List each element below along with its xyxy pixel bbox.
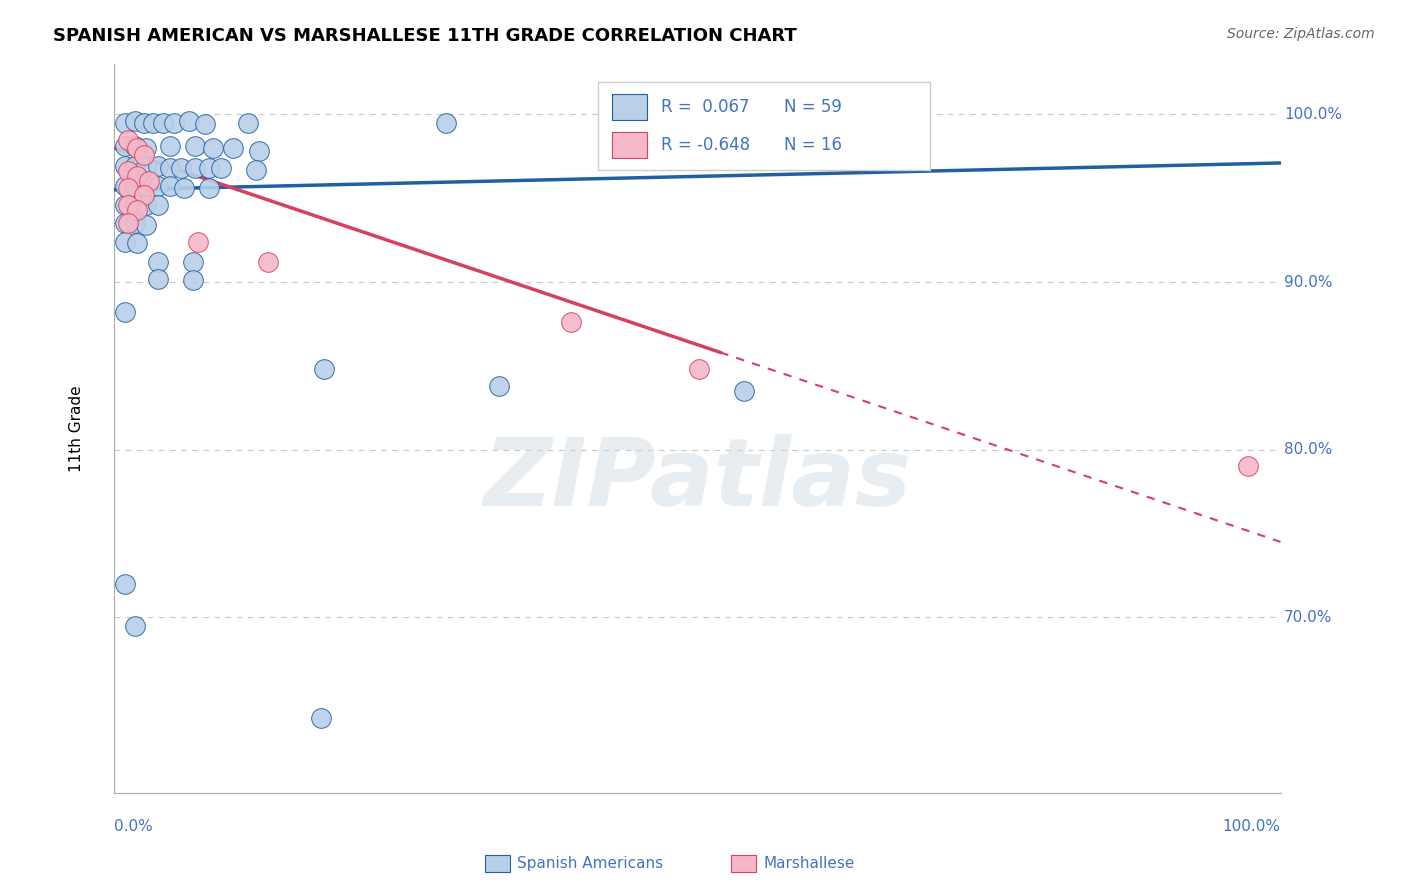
Point <box>560 315 582 329</box>
Point <box>170 161 193 175</box>
Point <box>434 116 457 130</box>
Point <box>114 235 136 249</box>
Point <box>125 141 148 155</box>
Point <box>209 161 232 175</box>
Point <box>125 202 148 217</box>
FancyBboxPatch shape <box>612 132 647 159</box>
Text: Spanish Americans: Spanish Americans <box>517 856 664 871</box>
Point <box>117 181 139 195</box>
Point <box>221 141 243 155</box>
Text: SPANISH AMERICAN VS MARSHALLESE 11TH GRADE CORRELATION CHART: SPANISH AMERICAN VS MARSHALLESE 11TH GRA… <box>53 27 797 45</box>
Point <box>132 147 155 161</box>
Point <box>146 159 169 173</box>
Point <box>236 116 259 130</box>
Point <box>114 576 136 591</box>
Point <box>159 179 181 194</box>
Point <box>159 161 181 175</box>
Point <box>249 145 271 159</box>
Point <box>124 216 146 230</box>
Point <box>114 305 136 319</box>
Text: N = 59: N = 59 <box>785 98 842 116</box>
Text: 11th Grade: 11th Grade <box>69 385 84 472</box>
Text: ZIPatlas: ZIPatlas <box>484 434 911 525</box>
Point <box>173 181 195 195</box>
Point <box>146 179 169 194</box>
Point <box>117 198 139 212</box>
Point <box>184 161 207 175</box>
Text: R = -0.648: R = -0.648 <box>661 136 749 154</box>
Point <box>114 159 136 173</box>
FancyBboxPatch shape <box>612 94 647 120</box>
Point <box>311 711 333 725</box>
Point <box>179 114 201 128</box>
Point <box>181 273 204 287</box>
Point <box>142 116 165 130</box>
Point <box>132 116 155 130</box>
Point <box>163 116 186 130</box>
Point <box>114 179 136 194</box>
Point <box>114 139 136 153</box>
Point <box>201 141 224 155</box>
Point <box>198 161 221 175</box>
Point <box>194 117 217 131</box>
Point <box>125 169 148 184</box>
Text: 70.0%: 70.0% <box>1284 610 1333 624</box>
Point <box>135 159 157 173</box>
Text: Marshallese: Marshallese <box>763 856 855 871</box>
Text: 90.0%: 90.0% <box>1284 275 1333 290</box>
Point <box>198 181 221 195</box>
Point <box>312 362 335 376</box>
Point <box>124 159 146 173</box>
Text: 0.0%: 0.0% <box>114 819 152 834</box>
Point <box>146 271 169 285</box>
Point <box>187 235 209 249</box>
Text: 100.0%: 100.0% <box>1223 819 1281 834</box>
Point <box>184 139 207 153</box>
Point <box>135 141 157 155</box>
Text: 80.0%: 80.0% <box>1284 442 1333 458</box>
Point <box>146 198 169 212</box>
Point <box>132 187 155 202</box>
Text: 100.0%: 100.0% <box>1284 107 1341 122</box>
Point <box>135 218 157 232</box>
Point <box>146 255 169 269</box>
Point <box>124 114 146 128</box>
Point <box>124 618 146 632</box>
Point <box>733 384 755 398</box>
Point <box>117 164 139 178</box>
Text: N = 16: N = 16 <box>785 136 842 154</box>
Point <box>124 198 146 212</box>
Point <box>673 116 696 130</box>
Point <box>117 132 139 146</box>
Point <box>135 198 157 212</box>
Point <box>114 216 136 230</box>
Point <box>114 198 136 212</box>
Point <box>117 216 139 230</box>
Point <box>124 179 146 194</box>
Point <box>138 174 160 188</box>
Point <box>124 139 146 153</box>
FancyBboxPatch shape <box>598 82 931 169</box>
Point <box>159 139 181 153</box>
Point <box>1237 459 1260 474</box>
Text: Source: ZipAtlas.com: Source: ZipAtlas.com <box>1227 27 1375 41</box>
Point <box>181 255 204 269</box>
Point <box>135 179 157 194</box>
Point <box>114 116 136 130</box>
Point <box>245 162 267 177</box>
Point <box>688 362 710 376</box>
Text: R =  0.067: R = 0.067 <box>661 98 749 116</box>
Point <box>152 116 174 130</box>
Point <box>256 255 278 269</box>
Point <box>125 236 148 251</box>
Point <box>488 379 510 393</box>
